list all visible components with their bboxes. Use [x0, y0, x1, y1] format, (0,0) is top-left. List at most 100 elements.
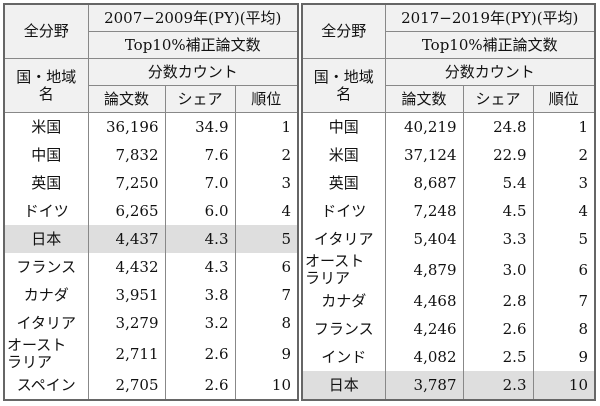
- ranking-table-2017-2019: 全分野 2017−2019年(PY)(平均) Top10%補正論文数 国・地域 名分数…: [301, 3, 596, 401]
- table-row: 日本 3,787 2.3 10: [301, 371, 596, 400]
- table-row: フランス 4,246 2.6 8: [301, 315, 596, 343]
- share-value: 7.0: [164, 169, 236, 197]
- paper-count: 8,687: [384, 169, 464, 197]
- country-name: スペイン: [3, 371, 89, 400]
- rank-value: 5: [234, 225, 299, 253]
- rank-value: 1: [234, 112, 299, 141]
- table-row: オースト ラリア 4,879 3.0 6: [301, 253, 596, 287]
- country-name: 中国: [3, 141, 89, 169]
- period-header: 2017−2019年(PY)(平均): [384, 3, 596, 32]
- header-row: 国・地域 名分数カウント: [301, 58, 596, 113]
- share-value: 3.2: [164, 309, 236, 337]
- column-header-row: 論文数 シェア 順位: [302, 85, 596, 113]
- rank-value: 2: [234, 141, 299, 169]
- share-value: 6.0: [164, 197, 236, 225]
- column-header-papers: 論文数: [384, 85, 464, 113]
- table-row: 中国 7,832 7.6 2: [3, 141, 299, 169]
- paper-count: 4,432: [87, 253, 166, 281]
- header-row: 国・地域 名分数カウント: [3, 58, 299, 113]
- table-row: 中国 40,219 24.8 1: [301, 112, 596, 141]
- table-row: 日本 4,437 4.3 5: [3, 225, 299, 253]
- rank-value: 7: [532, 287, 596, 315]
- table-row: ドイツ 6,265 6.0 4: [3, 197, 299, 225]
- paper-count: 36,196: [87, 112, 166, 141]
- rank-value: 10: [234, 371, 299, 400]
- paper-count: 3,279: [87, 309, 166, 337]
- count-method-header: 分数カウント: [384, 58, 596, 86]
- share-value: 2.6: [164, 371, 236, 400]
- country-name: ドイツ: [3, 197, 89, 225]
- rank-value: 4: [532, 197, 596, 225]
- country-name: インド: [301, 343, 386, 371]
- table-row: 米国 37,124 22.9 2: [301, 141, 596, 169]
- rank-value: 3: [532, 169, 596, 197]
- header-row: 全分野 2017−2019年(PY)(平均): [301, 3, 596, 59]
- paper-count: 4,468: [384, 287, 464, 315]
- rank-value: 7: [234, 281, 299, 309]
- column-header-row: 論文数 シェア 順位: [4, 85, 299, 113]
- share-value: 34.9: [164, 112, 236, 141]
- share-value: 2.5: [462, 343, 534, 371]
- paper-count: 2,705: [87, 371, 166, 400]
- country-name: イタリア: [3, 309, 89, 337]
- share-value: 3.0: [462, 253, 534, 287]
- table-row: ドイツ 7,248 4.5 4: [301, 197, 596, 225]
- rank-value: 6: [234, 253, 299, 281]
- share-value: 22.9: [462, 141, 534, 169]
- share-value: 4.3: [164, 225, 236, 253]
- share-value: 2.6: [164, 337, 236, 371]
- country-name: 英国: [301, 169, 386, 197]
- table-row: イタリア 5,404 3.3 5: [301, 225, 596, 253]
- share-value: 3.8: [164, 281, 236, 309]
- paper-count: 4,082: [384, 343, 464, 371]
- rank-value: 9: [532, 343, 596, 371]
- country-name: 米国: [301, 141, 386, 169]
- rank-value: 8: [234, 309, 299, 337]
- paper-count: 37,124: [384, 141, 464, 169]
- metric-header: Top10%補正論文数: [384, 31, 596, 59]
- share-value: 4.3: [164, 253, 236, 281]
- table-row: 英国 8,687 5.4 3: [301, 169, 596, 197]
- table-row: 米国 36,196 34.9 1: [3, 112, 299, 141]
- table-row: フランス 4,432 4.3 6: [3, 253, 299, 281]
- paper-count: 4,437: [87, 225, 166, 253]
- country-name: オースト ラリア: [301, 253, 386, 287]
- share-value: 3.3: [462, 225, 534, 253]
- table-row: 英国 7,250 7.0 3: [3, 169, 299, 197]
- paper-count: 4,879: [384, 253, 464, 287]
- metric-header: Top10%補正論文数: [87, 31, 299, 59]
- table-row: カナダ 3,951 3.8 7: [3, 281, 299, 309]
- rank-value: 1: [532, 112, 596, 141]
- table-row: スペイン 2,705 2.6 10: [3, 371, 299, 400]
- column-header-share: シェア: [462, 85, 534, 113]
- country-name: イタリア: [301, 225, 386, 253]
- country-name: カナダ: [301, 287, 386, 315]
- share-value: 2.6: [462, 315, 534, 343]
- country-name: オースト ラリア: [3, 337, 89, 371]
- table-row: オースト ラリア 2,711 2.6 9: [3, 337, 299, 371]
- paper-count: 7,248: [384, 197, 464, 225]
- paper-count: 3,787: [384, 371, 464, 400]
- header-row: 全分野 2007−2009年(PY)(平均): [3, 3, 299, 59]
- field-label: 全分野: [3, 3, 89, 59]
- rank-value: 5: [532, 225, 596, 253]
- paper-count: 7,250: [87, 169, 166, 197]
- rank-value: 2: [532, 141, 596, 169]
- share-value: 7.6: [164, 141, 236, 169]
- paper-count: 5,404: [384, 225, 464, 253]
- paper-count: 3,951: [87, 281, 166, 309]
- share-value: 5.4: [462, 169, 534, 197]
- rank-value: 4: [234, 197, 299, 225]
- country-name: ドイツ: [301, 197, 386, 225]
- country-name: フランス: [3, 253, 89, 281]
- country-header: 国・地域 名: [3, 58, 89, 113]
- share-value: 4.5: [462, 197, 534, 225]
- header-row: Top10%補正論文数: [4, 31, 299, 59]
- country-name: 日本: [301, 371, 386, 400]
- count-method-header: 分数カウント: [87, 58, 299, 86]
- share-value: 2.8: [462, 287, 534, 315]
- paper-count: 2,711: [87, 337, 166, 371]
- rank-value: 10: [532, 371, 596, 400]
- share-value: 24.8: [462, 112, 534, 141]
- rank-value: 6: [532, 253, 596, 287]
